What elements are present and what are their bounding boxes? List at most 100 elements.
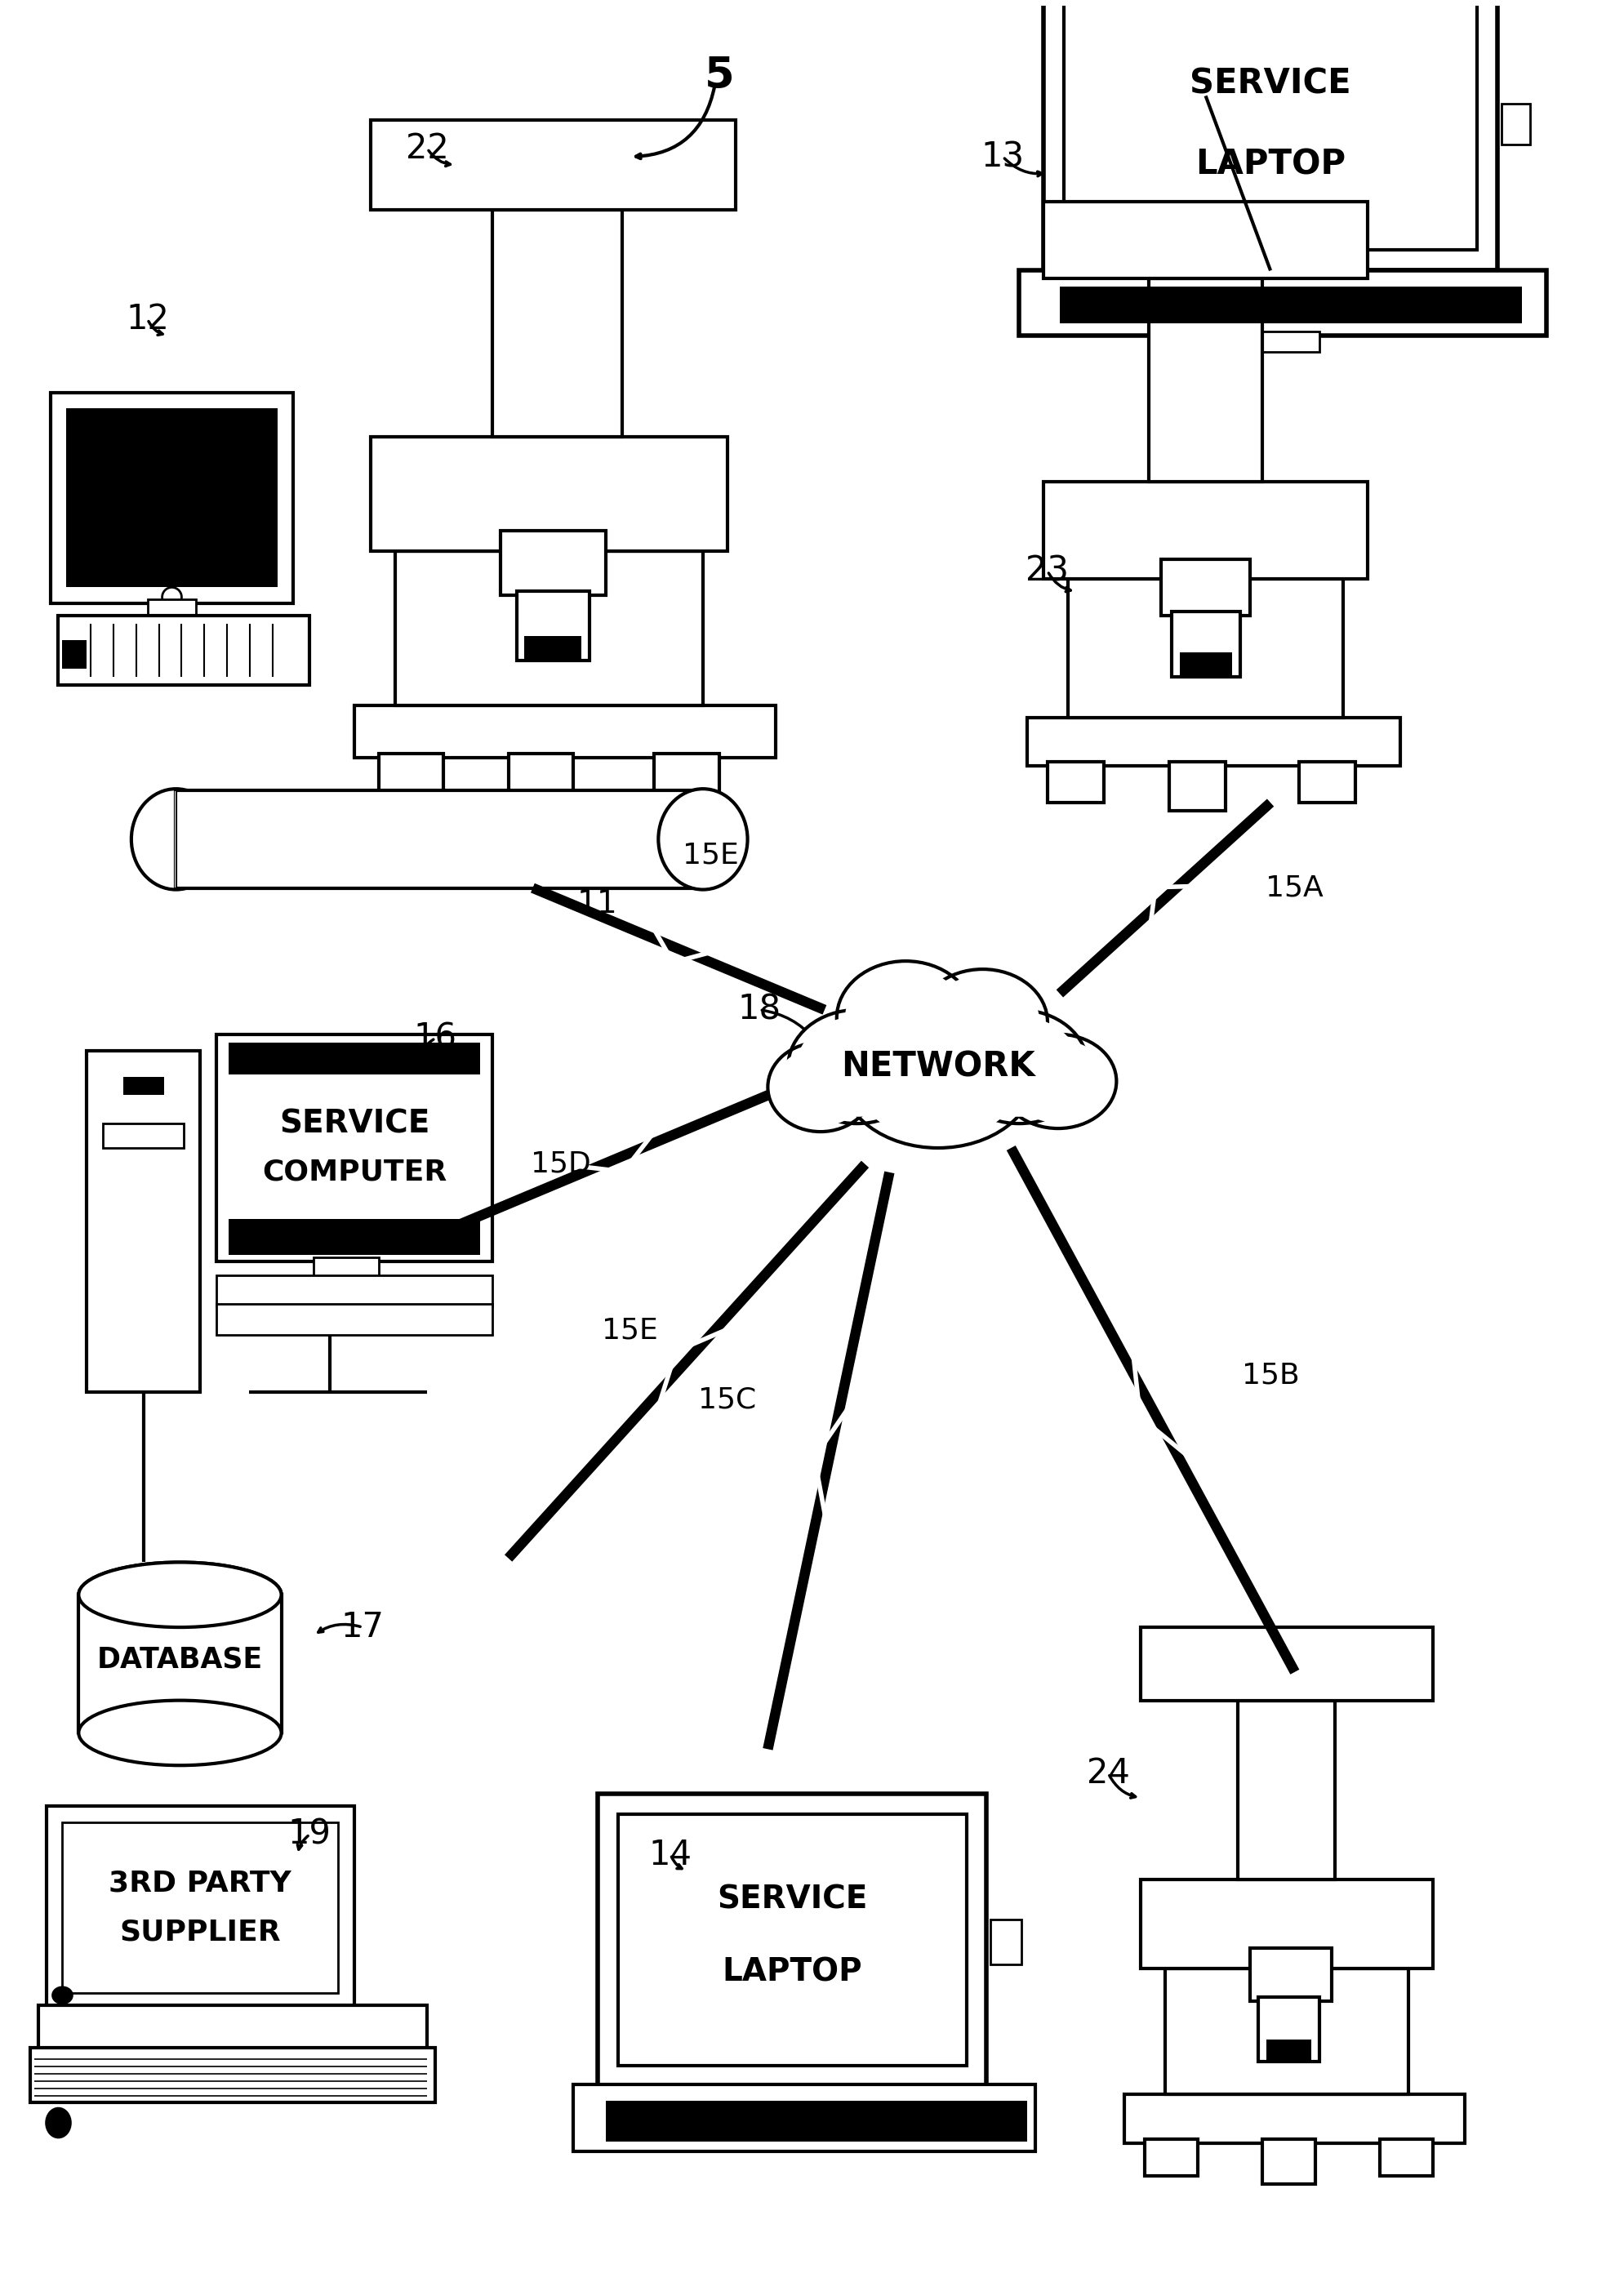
Bar <box>62 639 86 669</box>
Bar <box>229 1042 481 1074</box>
Bar <box>1064 0 1478 250</box>
Text: 17: 17 <box>341 1611 383 1645</box>
Bar <box>1267 2039 1311 2062</box>
Text: 5: 5 <box>705 55 734 96</box>
Ellipse shape <box>78 1562 281 1627</box>
Bar <box>1164 1968 1408 2094</box>
Bar <box>1221 332 1319 353</box>
Bar <box>525 637 581 660</box>
Text: 11: 11 <box>577 889 617 919</box>
Text: 15D: 15D <box>531 1150 591 1178</box>
Text: 18: 18 <box>737 992 781 1026</box>
Ellipse shape <box>775 1047 867 1127</box>
Bar <box>1237 1700 1335 1879</box>
Bar <box>1262 2140 1315 2183</box>
Bar <box>1179 653 1233 676</box>
Text: LAPTOP: LAPTOP <box>723 1957 862 1989</box>
Bar <box>29 2048 435 2103</box>
Bar <box>58 616 310 685</box>
Text: LAPTOP: LAPTOP <box>1195 147 1346 181</box>
Text: SERVICE: SERVICE <box>279 1109 430 1139</box>
Text: 24: 24 <box>1086 1757 1130 1792</box>
Ellipse shape <box>926 976 1039 1068</box>
Bar <box>1044 0 1497 270</box>
Ellipse shape <box>918 969 1047 1074</box>
Ellipse shape <box>958 1017 1080 1116</box>
Bar <box>1044 481 1367 580</box>
Text: 14: 14 <box>650 1837 692 1872</box>
Bar <box>516 591 590 660</box>
Ellipse shape <box>841 1001 1036 1148</box>
Ellipse shape <box>950 1010 1088 1123</box>
Bar <box>617 1814 966 2066</box>
Bar <box>1140 1879 1432 1968</box>
Text: 22: 22 <box>406 131 448 165</box>
Text: NETWORK: NETWORK <box>841 1049 1034 1084</box>
Text: 12: 12 <box>127 302 169 337</box>
Bar <box>216 1276 492 1306</box>
Bar <box>598 1794 987 2087</box>
Bar <box>123 1077 164 1095</box>
Text: 15E: 15E <box>684 841 739 868</box>
Bar <box>395 550 703 706</box>
Ellipse shape <box>162 586 182 607</box>
Bar <box>1502 103 1530 144</box>
Ellipse shape <box>788 1010 926 1123</box>
Bar <box>1161 559 1250 616</box>
Ellipse shape <box>844 967 966 1068</box>
Ellipse shape <box>836 962 974 1074</box>
Text: 19: 19 <box>287 1817 331 1851</box>
Bar <box>229 1219 481 1255</box>
Bar <box>37 2005 427 2050</box>
Bar <box>148 600 197 616</box>
Text: 3RD PARTY: 3RD PARTY <box>109 1869 292 1897</box>
Bar <box>1124 2094 1465 2142</box>
Bar <box>86 1052 200 1391</box>
Ellipse shape <box>853 1010 1023 1139</box>
Bar <box>1259 1998 1319 2062</box>
Text: COMPUTER: COMPUTER <box>261 1159 447 1187</box>
Ellipse shape <box>1007 1040 1109 1123</box>
Bar <box>991 1920 1021 1963</box>
Bar <box>1140 1627 1432 1700</box>
Bar <box>83 422 261 575</box>
Bar <box>1299 763 1356 802</box>
Bar <box>354 706 776 758</box>
Bar <box>1171 612 1241 676</box>
Bar <box>50 392 294 603</box>
Bar <box>1069 580 1343 717</box>
Ellipse shape <box>768 1042 874 1132</box>
Bar <box>1047 763 1104 802</box>
Ellipse shape <box>132 788 221 889</box>
Bar <box>175 790 703 889</box>
Bar <box>573 2085 1036 2151</box>
Ellipse shape <box>658 788 747 889</box>
Ellipse shape <box>45 2108 70 2138</box>
Bar <box>313 1258 378 1278</box>
Bar <box>370 119 736 208</box>
Text: SERVICE: SERVICE <box>1190 66 1351 101</box>
Bar <box>1028 717 1400 765</box>
Ellipse shape <box>78 1700 281 1766</box>
Bar <box>508 754 573 806</box>
Bar <box>378 754 443 800</box>
Text: DATABASE: DATABASE <box>97 1645 263 1675</box>
Text: 16: 16 <box>414 1022 456 1056</box>
Bar <box>67 408 278 586</box>
Ellipse shape <box>78 1562 281 1627</box>
Bar <box>216 1304 492 1336</box>
Ellipse shape <box>796 1017 918 1116</box>
Bar <box>216 1033 492 1262</box>
Bar <box>1060 286 1522 323</box>
Bar <box>1044 202 1367 280</box>
Ellipse shape <box>1000 1033 1116 1129</box>
Text: SERVICE: SERVICE <box>716 1883 867 1915</box>
Bar <box>62 1821 338 1993</box>
Text: 13: 13 <box>981 140 1025 174</box>
Bar <box>1250 1947 1332 2000</box>
Text: 23: 23 <box>1026 554 1069 589</box>
Text: SUPPLIER: SUPPLIER <box>120 1918 281 1945</box>
Bar <box>654 754 719 800</box>
Bar <box>1169 763 1226 811</box>
Bar <box>500 532 606 596</box>
